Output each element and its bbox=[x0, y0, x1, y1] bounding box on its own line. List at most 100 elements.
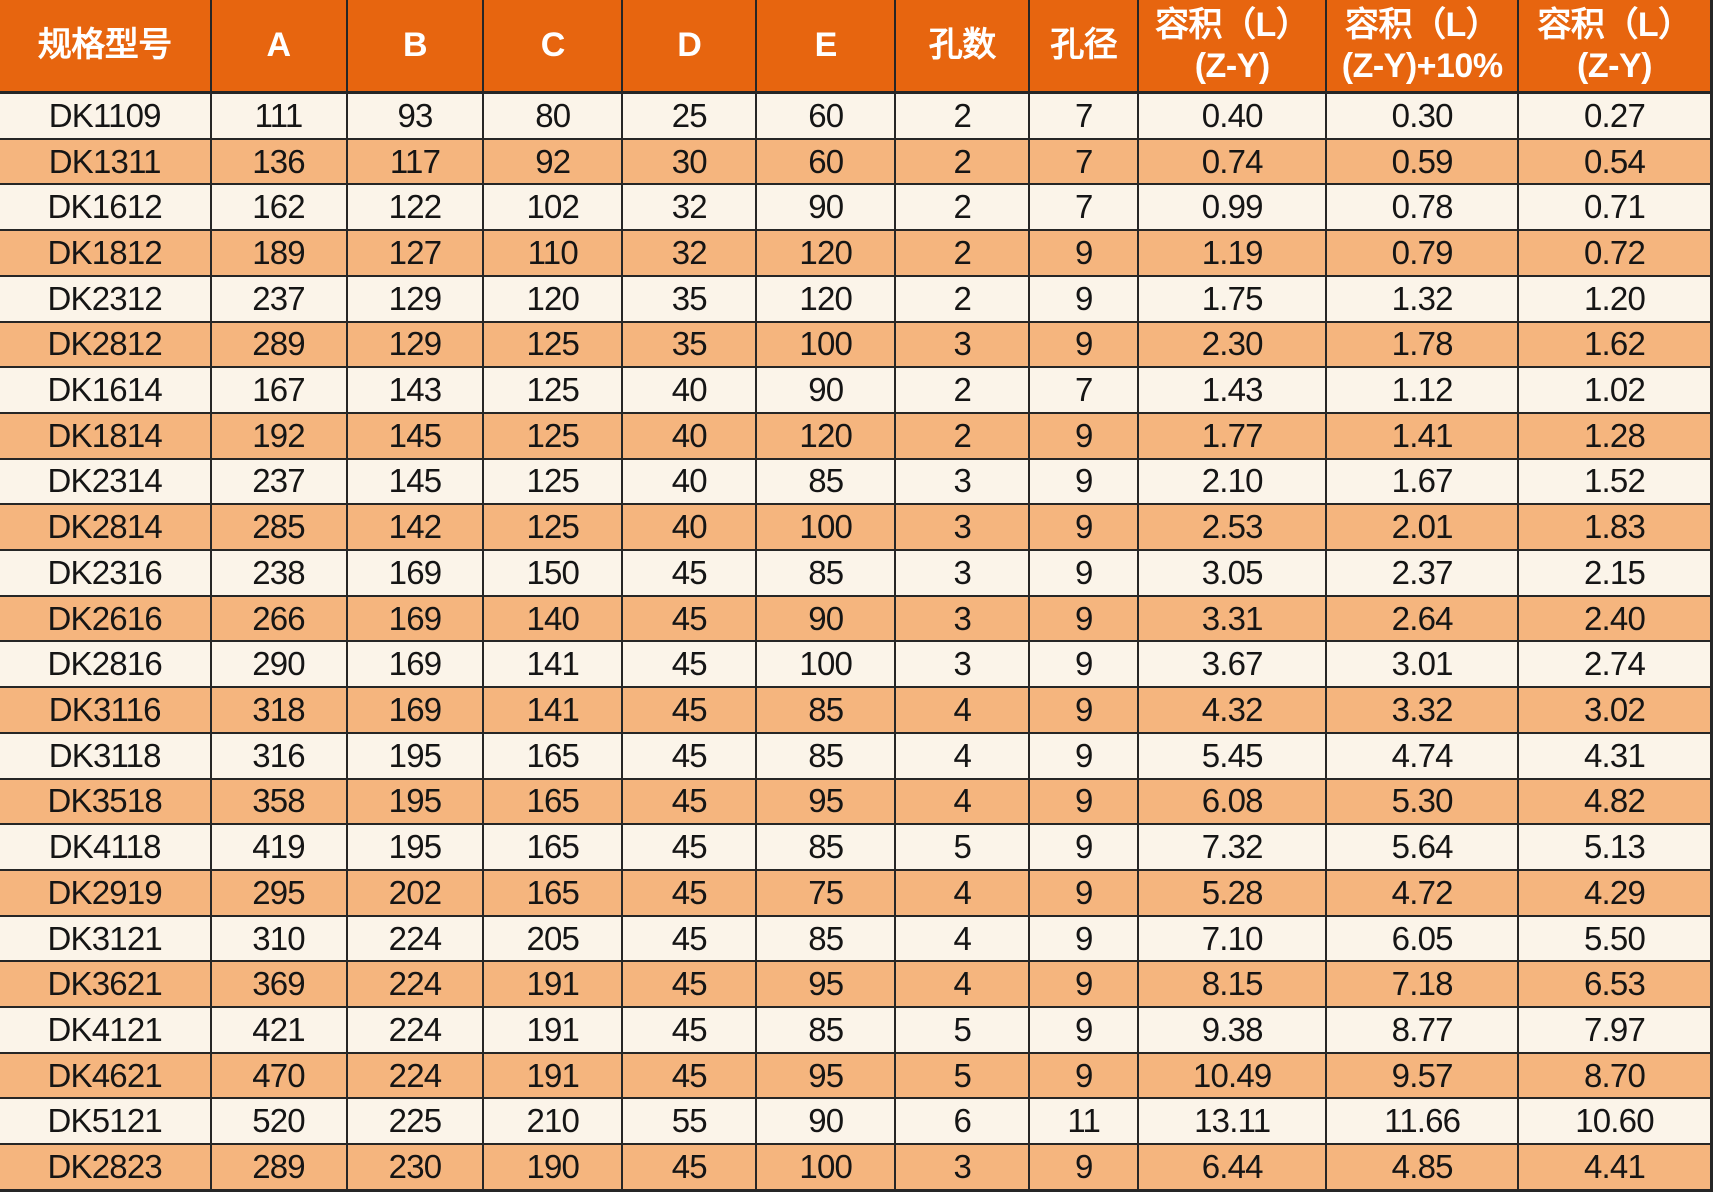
table-cell: 9 bbox=[1028, 549, 1140, 597]
table-row: DK3518 358 195 165 45 95 4 9 6.08 5.30 4.82 bbox=[0, 777, 1713, 826]
table-cell: 1.20 bbox=[1517, 274, 1713, 323]
table-cell: 10.60 bbox=[1517, 1097, 1713, 1146]
table-cell: 2 bbox=[894, 183, 1031, 232]
table-cell: 85 bbox=[755, 686, 897, 734]
table-cell: 4 bbox=[894, 868, 1031, 917]
table-cell: 1.41 bbox=[1325, 411, 1520, 460]
table-cell: 100 bbox=[755, 503, 897, 552]
table-cell: 129 bbox=[345, 320, 485, 369]
table-cell: 2.30 bbox=[1137, 320, 1328, 369]
table-cell: DK2316 bbox=[0, 549, 212, 597]
table-cell: DK1109 bbox=[0, 91, 212, 140]
table-cell: 169 bbox=[345, 594, 485, 643]
table-cell: 9 bbox=[1028, 411, 1140, 460]
table-cell: 191 bbox=[482, 1051, 624, 1100]
table-cell: 4.82 bbox=[1517, 777, 1713, 826]
table-cell: 289 bbox=[209, 1143, 348, 1192]
table-row: DK1612 162 122 102 32 90 2 7 0.99 0.78 0.71 bbox=[0, 183, 1713, 232]
table-cell: 0.79 bbox=[1325, 229, 1520, 277]
table-row: DK2823 289 230 190 45 100 3 9 6.44 4.85 4.41 bbox=[0, 1143, 1713, 1192]
table-cell: 45 bbox=[621, 868, 758, 917]
table-cell: DK2919 bbox=[0, 868, 212, 917]
table-cell: 111 bbox=[209, 91, 348, 140]
table-cell: 2.74 bbox=[1517, 640, 1713, 689]
header-row: 规格型号 A B C D E 孔数 孔径 容积（L） (Z-Y) 容积（L） (Z-Y)+10% 容… bbox=[0, 0, 1713, 94]
table-cell: 3.31 bbox=[1137, 594, 1328, 643]
table-cell: 520 bbox=[209, 1097, 348, 1146]
table-cell: 6.08 bbox=[1137, 777, 1328, 826]
table-cell: 5 bbox=[894, 1051, 1031, 1100]
table-cell: 9 bbox=[1028, 320, 1140, 369]
table-cell: 145 bbox=[345, 411, 485, 460]
table-cell: 1.12 bbox=[1325, 366, 1520, 414]
table-cell: 3 bbox=[894, 549, 1031, 597]
table-cell: 6 bbox=[894, 1097, 1031, 1146]
table-cell: 290 bbox=[209, 640, 348, 689]
table-cell: 150 bbox=[482, 549, 624, 597]
table-row: DK1311 136 117 92 30 60 2 7 0.74 0.59 0.54 bbox=[0, 137, 1713, 186]
table-cell: 5.28 bbox=[1137, 868, 1328, 917]
table-cell: 125 bbox=[482, 366, 624, 414]
table-cell: 40 bbox=[621, 457, 758, 506]
table-cell: 10.49 bbox=[1137, 1051, 1328, 1100]
table-cell: DK1812 bbox=[0, 229, 212, 277]
table-cell: 169 bbox=[345, 686, 485, 734]
table-cell: 4.74 bbox=[1325, 731, 1520, 780]
table-cell: 80 bbox=[482, 91, 624, 140]
table-cell: 1.52 bbox=[1517, 457, 1713, 506]
table-cell: DK3116 bbox=[0, 686, 212, 734]
table-cell: 100 bbox=[755, 1143, 897, 1192]
table-row: DK3121 310 224 205 45 85 4 9 7.10 6.05 5.50 bbox=[0, 914, 1713, 963]
table-row: DK2919 295 202 165 45 75 4 9 5.28 4.72 4.29 bbox=[0, 868, 1713, 917]
table-cell: 4 bbox=[894, 777, 1031, 826]
table-cell: 100 bbox=[755, 640, 897, 689]
table-cell: 45 bbox=[621, 777, 758, 826]
table-row: DK4621 470 224 191 45 95 5 9 10.49 9.57 8.70 bbox=[0, 1051, 1713, 1100]
table-cell: DK2823 bbox=[0, 1143, 212, 1192]
table-cell: 120 bbox=[755, 229, 897, 277]
table-cell: 32 bbox=[621, 183, 758, 232]
table-cell: 3 bbox=[894, 320, 1031, 369]
table-row: DK1109 111 93 80 25 60 2 7 0.40 0.30 0.27 bbox=[0, 91, 1713, 140]
table-cell: DK5121 bbox=[0, 1097, 212, 1146]
table-cell: 1.67 bbox=[1325, 457, 1520, 506]
table-cell: 45 bbox=[621, 1143, 758, 1192]
table-cell: 40 bbox=[621, 411, 758, 460]
table-cell: 195 bbox=[345, 823, 485, 871]
column-header: 容积（L） (Z-Y) bbox=[1137, 0, 1328, 94]
table-cell: 5.30 bbox=[1325, 777, 1520, 826]
table-cell: 90 bbox=[755, 594, 897, 643]
table-cell: 2 bbox=[894, 137, 1031, 186]
table-cell: 85 bbox=[755, 914, 897, 963]
table-row: DK1812 189 127 110 32 120 2 9 1.19 0.79 0.72 bbox=[0, 229, 1713, 277]
table-cell: 169 bbox=[345, 640, 485, 689]
table-cell: 169 bbox=[345, 549, 485, 597]
column-header: 规格型号 bbox=[0, 0, 212, 94]
table-cell: 8.15 bbox=[1137, 960, 1328, 1009]
table-cell: 167 bbox=[209, 366, 348, 414]
table-row: DK1814 192 145 125 40 120 2 9 1.77 1.41 1.28 bbox=[0, 411, 1713, 460]
table-cell: 1.28 bbox=[1517, 411, 1713, 460]
table-cell: 7.97 bbox=[1517, 1006, 1713, 1054]
table-cell: 141 bbox=[482, 640, 624, 689]
table-cell: DK4621 bbox=[0, 1051, 212, 1100]
table-cell: 1.83 bbox=[1517, 503, 1713, 552]
table-row: DK2314 237 145 125 40 85 3 9 2.10 1.67 1.52 bbox=[0, 457, 1713, 506]
table-cell: 1.75 bbox=[1137, 274, 1328, 323]
table-cell: 85 bbox=[755, 731, 897, 780]
table-cell: 1.43 bbox=[1137, 366, 1328, 414]
table-cell: 9 bbox=[1028, 868, 1140, 917]
table-cell: 1.78 bbox=[1325, 320, 1520, 369]
table-cell: 8.70 bbox=[1517, 1051, 1713, 1100]
table-cell: 0.72 bbox=[1517, 229, 1713, 277]
table-cell: 45 bbox=[621, 549, 758, 597]
table-cell: DK1814 bbox=[0, 411, 212, 460]
table-cell: 4.41 bbox=[1517, 1143, 1713, 1192]
table-cell: 9 bbox=[1028, 823, 1140, 871]
table-cell: 45 bbox=[621, 823, 758, 871]
table-cell: 225 bbox=[345, 1097, 485, 1146]
table-cell: DK1311 bbox=[0, 137, 212, 186]
table-cell: 5.50 bbox=[1517, 914, 1713, 963]
table-row: DK2312 237 129 120 35 120 2 9 1.75 1.32 1.20 bbox=[0, 274, 1713, 323]
table-cell: 45 bbox=[621, 594, 758, 643]
